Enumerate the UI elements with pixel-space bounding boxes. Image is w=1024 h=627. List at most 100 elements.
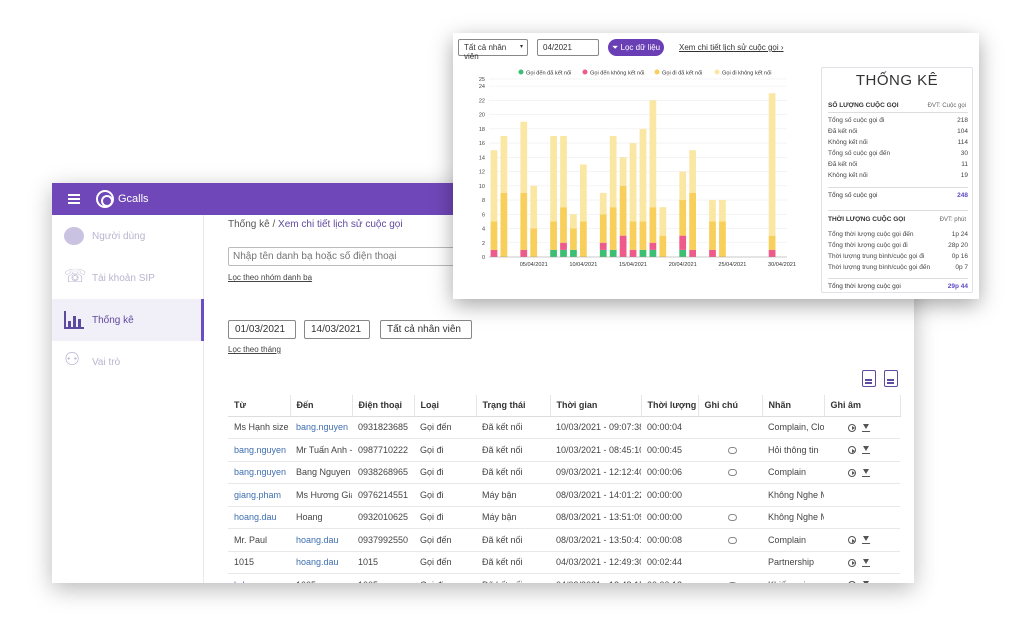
table-row[interactable]: Mr. Paul hoang.dau 0937992550 Gọi đến Đã kết… (228, 528, 900, 552)
note-icon[interactable] (728, 514, 737, 522)
play-icon[interactable] (848, 423, 856, 432)
group-filter-link[interactable]: Lọc theo nhóm danh bạ (228, 273, 313, 282)
menu-icon[interactable] (68, 194, 80, 204)
note-cell (698, 573, 762, 583)
bar-segment (659, 235, 667, 257)
bar-segment (609, 249, 617, 257)
from-cell[interactable]: bang.nguyen (228, 461, 290, 484)
time-cell: 08/03/2021 - 13:51:09 (550, 506, 641, 529)
download-icon[interactable] (862, 468, 870, 477)
to-cell[interactable]: hoang.dau (290, 551, 352, 574)
phone-cell: 0976214551 (352, 483, 414, 507)
from-cell[interactable]: bang.nguyen (228, 438, 290, 462)
bar-segment (520, 249, 528, 257)
to-cell[interactable]: hoang.dau (290, 528, 352, 552)
status-cell: Đã kết nối (476, 528, 550, 552)
to-cell[interactable]: bang.nguyen (290, 416, 352, 439)
count-row-label: Tổng số cuộc gọi đi (828, 117, 885, 124)
table-header-row: Từ Đến Điện thoại Loại Trạng thái Thời gian Th… (228, 395, 901, 417)
y-tick-label: 2 (482, 241, 485, 247)
y-tick-label: 8 (482, 198, 485, 204)
date-from-input[interactable]: 01/03/2021 (228, 320, 296, 339)
bar-segment (530, 185, 538, 229)
breadcrumb-root[interactable]: Thống kê (228, 219, 270, 230)
play-icon[interactable] (848, 558, 856, 567)
y-tick-label: 14 (479, 155, 485, 161)
sidebar-item-sip-account[interactable]: Tài khoản SIP (52, 257, 204, 299)
type-cell: Gọi đi (414, 461, 476, 484)
bar-segment (709, 221, 716, 250)
note-icon[interactable] (728, 446, 737, 454)
note-icon[interactable] (728, 536, 737, 544)
bar-segment (719, 221, 726, 257)
bar-segment (500, 192, 508, 257)
divider (828, 210, 968, 211)
month-filter-link[interactable]: Lọc theo tháng (228, 345, 281, 354)
duration-cell: 00:00:08 (641, 528, 698, 552)
bar-segment (629, 221, 637, 250)
count-row-label: Đã kết nối (828, 128, 858, 135)
export-report-icon[interactable] (884, 370, 898, 387)
employee-select[interactable]: Tất cả nhân viên (380, 320, 472, 339)
status-cell: Đã kết nối (476, 573, 550, 583)
note-icon[interactable] (728, 581, 737, 583)
from-cell[interactable]: giang.pham (228, 483, 290, 507)
table-row[interactable]: hoang.dau Hoang 0932010625 Gọi đi Máy bận 08/… (228, 506, 900, 529)
y-tick-label: 6 (482, 212, 485, 218)
note-icon[interactable] (728, 469, 737, 477)
download-icon[interactable] (862, 558, 870, 567)
play-icon[interactable] (848, 468, 856, 477)
sidebar-item-users[interactable]: Người dùng (52, 215, 204, 257)
play-icon[interactable] (848, 446, 856, 455)
bar-segment (560, 249, 567, 257)
play-icon[interactable] (848, 581, 856, 583)
download-icon[interactable] (862, 536, 870, 545)
bar-segment (649, 249, 657, 257)
bar-segment (619, 157, 627, 186)
y-tick-label: 25 (479, 77, 485, 83)
bar-segment (560, 242, 567, 250)
sidebar: Người dùng Tài khoản SIP Thống kê Vai tr… (52, 215, 204, 583)
table-row[interactable]: 1015 hoang.dau 1015 Gọi đến Đã kết nối 04/03/… (228, 551, 900, 574)
export-file-icon[interactable] (862, 370, 876, 387)
legend-marker (654, 69, 660, 75)
count-row-value: 11 (961, 161, 968, 168)
bar-segment (599, 214, 607, 243)
gcalls-logo-icon (96, 190, 114, 208)
y-tick-label: 12 (479, 170, 485, 176)
from-cell[interactable]: hoang.dau (228, 506, 290, 529)
filter-data-button[interactable]: ⏷ Lọc dữ liệu (608, 39, 664, 56)
duration-row-label: Tổng thời lượng cuộc gọi đến (828, 231, 914, 238)
phone-cell: 1005 (352, 573, 414, 583)
bar-segment (649, 207, 657, 243)
duration-row: Thời lượng trung bình/cuộc gọi đi 0p 16 (828, 253, 968, 260)
time-cell: 10/03/2021 - 08:45:10 (550, 438, 641, 462)
view-call-history-link[interactable]: Xem chi tiết lịch sử cuộc gọi › (679, 43, 784, 52)
download-icon[interactable] (862, 581, 870, 583)
front-employee-select[interactable]: Tất cả nhân viên ▾ (458, 39, 528, 61)
bar-segment (570, 249, 577, 257)
table-row[interactable]: bang.nguyen Bang Nguyen 0938268965 Gọi đi Đã… (228, 461, 900, 484)
from-cell[interactable]: ly.hoang (228, 573, 290, 583)
recording-cell (824, 528, 900, 552)
play-icon[interactable] (848, 536, 856, 545)
month-input[interactable]: 04/2021 (537, 39, 599, 56)
sidebar-item-roles[interactable]: Vai trò (52, 341, 204, 383)
filter-icon: ⏷ (611, 43, 619, 52)
legend-label: Gọi đến đã kết nối (526, 71, 571, 77)
bar-segment (530, 228, 538, 257)
download-icon[interactable] (862, 446, 870, 455)
sidebar-item-statistics[interactable]: Thống kê (52, 299, 204, 341)
recording-cell (824, 438, 900, 462)
bar-segment (609, 207, 617, 250)
date-to-input[interactable]: 14/03/2021 (304, 320, 370, 339)
download-icon[interactable] (862, 423, 870, 432)
duration-total-value: 29p 44 (947, 283, 968, 290)
breadcrumb-current[interactable]: Xem chi tiết lịch sử cuộc gọi (278, 219, 403, 230)
duration-section-title: THỜI LƯỢNG CUỘC GỌI (828, 216, 906, 223)
search-input[interactable] (228, 247, 468, 266)
